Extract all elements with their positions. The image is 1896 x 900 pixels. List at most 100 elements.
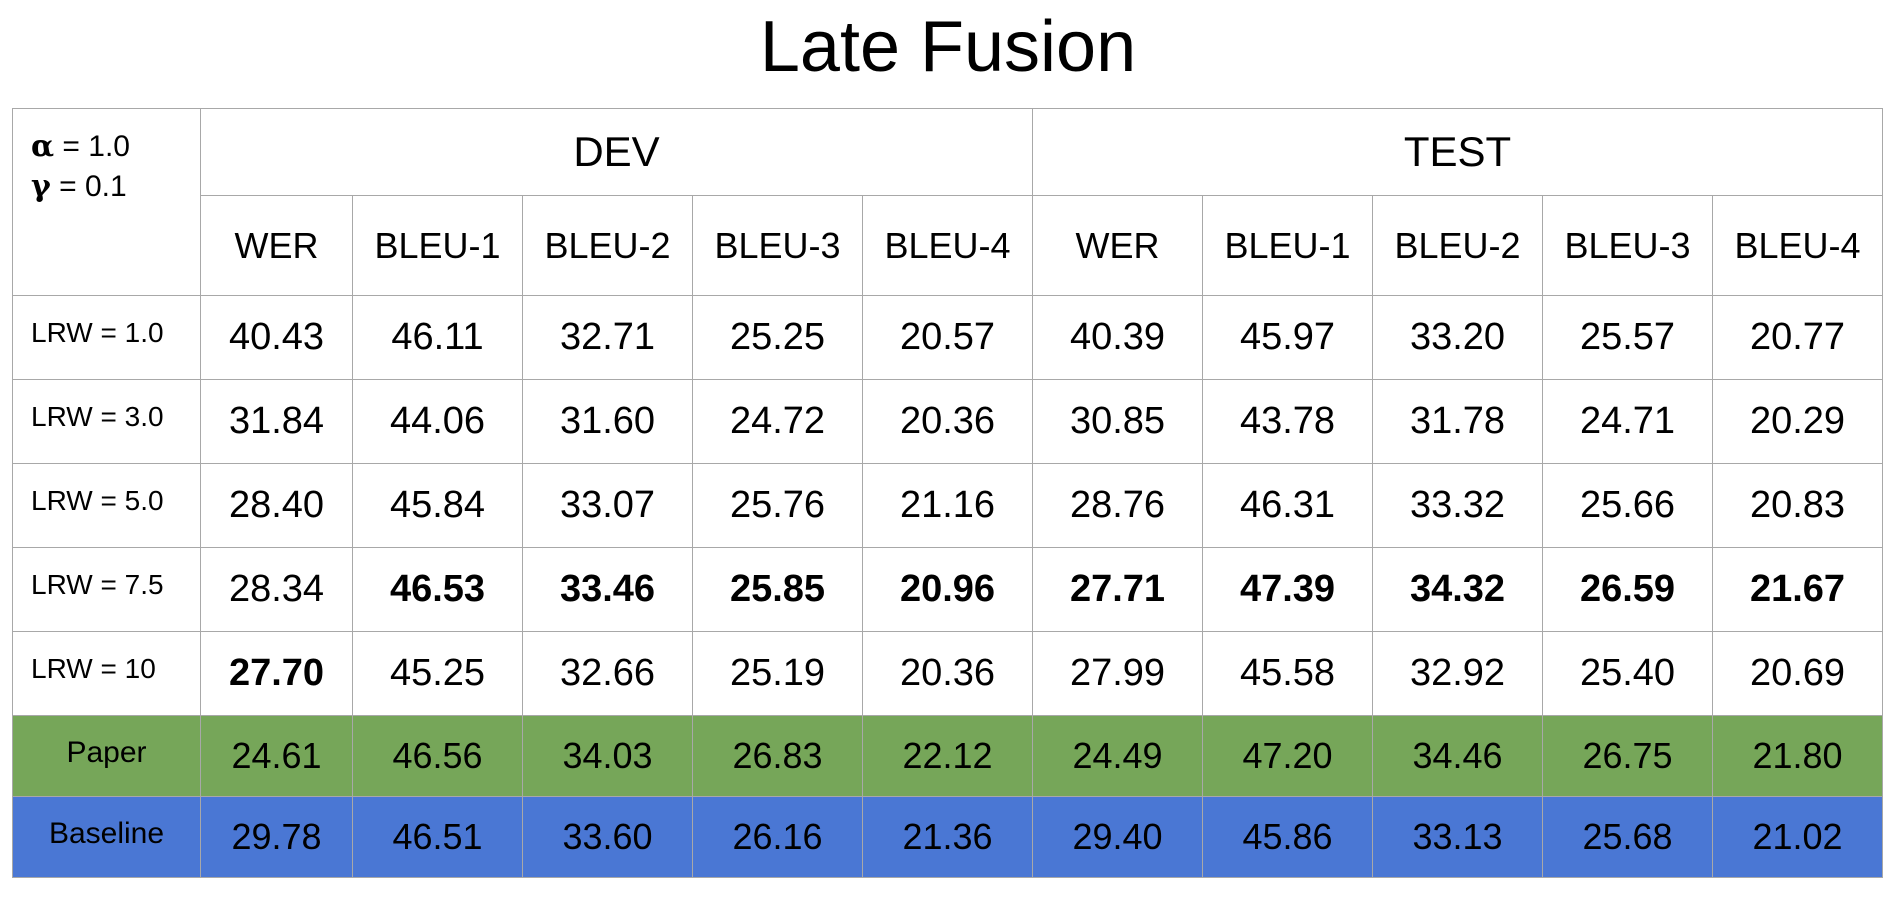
table-cell: 33.07 <box>522 463 693 548</box>
table-cell: 46.56 <box>352 715 523 797</box>
table-cell: 25.68 <box>1542 796 1713 878</box>
table-cell: 24.61 <box>200 715 353 797</box>
table-cell: 32.66 <box>522 631 693 716</box>
table-cell: 40.43 <box>200 295 353 380</box>
table-row: LRW = 1.0 40.43 46.11 32.71 25.25 20.57 … <box>12 295 1883 380</box>
group-header-test: TEST <box>1032 108 1883 196</box>
table-cell: 24.49 <box>1032 715 1203 797</box>
table-cell: 28.40 <box>200 463 353 548</box>
table-cell: 20.83 <box>1712 463 1883 548</box>
table-cell: 22.12 <box>862 715 1033 797</box>
table-row: LRW = 10 27.70 45.25 32.66 25.19 20.36 2… <box>12 631 1883 716</box>
table-cell-best: 21.67 <box>1712 547 1883 632</box>
table-cell: 20.57 <box>862 295 1033 380</box>
table-cell: 26.75 <box>1542 715 1713 797</box>
table-cell: 47.20 <box>1202 715 1373 797</box>
table-row: LRW = 3.0 31.84 44.06 31.60 24.72 20.36 … <box>12 379 1883 464</box>
table-cell: 20.29 <box>1712 379 1883 464</box>
gamma-symbol: γ <box>31 169 51 204</box>
gamma-line: γ = 0.1 <box>31 167 200 207</box>
table-cell: 21.80 <box>1712 715 1883 797</box>
table-cell: 28.76 <box>1032 463 1203 548</box>
table-cell: 26.83 <box>692 715 863 797</box>
table-row: LRW = 7.5 28.34 46.53 33.46 25.85 20.96 … <box>12 547 1883 632</box>
column-header: BLEU-1 <box>352 195 523 296</box>
table-cell: 20.77 <box>1712 295 1883 380</box>
table-cell: 45.25 <box>352 631 523 716</box>
row-label: LRW = 5.0 <box>12 463 201 548</box>
table-cell: 31.78 <box>1372 379 1543 464</box>
table-cell-best: 25.85 <box>692 547 863 632</box>
column-header: BLEU-3 <box>1542 195 1713 296</box>
alpha-symbol: α <box>31 129 55 164</box>
group-header-dev: DEV <box>200 108 1033 196</box>
row-label: Paper <box>12 715 201 797</box>
paper-row: Paper 24.61 46.56 34.03 26.83 22.12 24.4… <box>12 715 1883 797</box>
table-cell: 31.60 <box>522 379 693 464</box>
column-header: WER <box>1032 195 1203 296</box>
table-cell-best: 20.96 <box>862 547 1033 632</box>
table-cell: 24.72 <box>692 379 863 464</box>
row-label: LRW = 3.0 <box>12 379 201 464</box>
column-header: BLEU-4 <box>1712 195 1883 296</box>
column-header: BLEU-2 <box>522 195 693 296</box>
table-cell: 25.25 <box>692 295 863 380</box>
column-header: BLEU-3 <box>692 195 863 296</box>
table-cell: 29.78 <box>200 796 353 878</box>
table-cell: 28.34 <box>200 547 353 632</box>
table-cell: 20.36 <box>862 631 1033 716</box>
table-cell: 25.66 <box>1542 463 1713 548</box>
table-cell: 29.40 <box>1032 796 1203 878</box>
table-cell: 44.06 <box>352 379 523 464</box>
row-label: LRW = 1.0 <box>12 295 201 380</box>
table-cell: 21.02 <box>1712 796 1883 878</box>
table-cell-best: 34.32 <box>1372 547 1543 632</box>
column-header: BLEU-1 <box>1202 195 1373 296</box>
table-cell: 33.32 <box>1372 463 1543 548</box>
table-cell: 33.20 <box>1372 295 1543 380</box>
table-cell: 25.57 <box>1542 295 1713 380</box>
table-cell: 45.58 <box>1202 631 1373 716</box>
row-label: LRW = 10 <box>12 631 201 716</box>
table-cell: 32.71 <box>522 295 693 380</box>
table-cell: 30.85 <box>1032 379 1203 464</box>
table-cell: 31.84 <box>200 379 353 464</box>
table-cell: 45.97 <box>1202 295 1373 380</box>
table-cell: 46.51 <box>352 796 523 878</box>
column-header-row: WER BLEU-1 BLEU-2 BLEU-3 BLEU-4 WER BLEU… <box>13 195 1883 296</box>
group-header-row: α = 1.0 γ = 0.1 DEV TEST <box>12 108 1883 296</box>
table-cell-best: 46.53 <box>352 547 523 632</box>
table-cell-best: 33.46 <box>522 547 693 632</box>
table-cell: 20.69 <box>1712 631 1883 716</box>
alpha-value: = 1.0 <box>54 130 130 163</box>
row-label: LRW = 7.5 <box>12 547 201 632</box>
table-cell: 25.19 <box>692 631 863 716</box>
table-cell: 32.92 <box>1372 631 1543 716</box>
row-label: Baseline <box>12 796 201 878</box>
baseline-row: Baseline 29.78 46.51 33.60 26.16 21.36 2… <box>12 796 1883 878</box>
table-row: LRW = 5.0 28.40 45.84 33.07 25.76 21.16 … <box>12 463 1883 548</box>
column-header: BLEU-4 <box>862 195 1033 296</box>
table-cell: 24.71 <box>1542 379 1713 464</box>
table-cell: 27.99 <box>1032 631 1203 716</box>
table-cell-best: 47.39 <box>1202 547 1373 632</box>
table-cell: 40.39 <box>1032 295 1203 380</box>
gamma-value: = 0.1 <box>50 170 127 203</box>
table-cell-best: 26.59 <box>1542 547 1713 632</box>
results-table: α = 1.0 γ = 0.1 DEV TEST WER BLEU-1 BLEU… <box>12 108 1883 878</box>
table-cell-best: 27.71 <box>1032 547 1203 632</box>
alpha-line: α = 1.0 <box>31 127 200 167</box>
table-cell: 34.46 <box>1372 715 1543 797</box>
table-cell: 46.31 <box>1202 463 1373 548</box>
table-cell: 45.84 <box>352 463 523 548</box>
table-cell: 21.36 <box>862 796 1033 878</box>
table-cell: 20.36 <box>862 379 1033 464</box>
table-cell: 45.86 <box>1202 796 1373 878</box>
column-header: BLEU-2 <box>1372 195 1543 296</box>
table-cell: 25.40 <box>1542 631 1713 716</box>
table-cell: 43.78 <box>1202 379 1373 464</box>
parameter-cell: α = 1.0 γ = 0.1 <box>12 108 201 296</box>
table-cell: 21.16 <box>862 463 1033 548</box>
column-header: WER <box>200 195 353 296</box>
table-cell: 46.11 <box>352 295 523 380</box>
